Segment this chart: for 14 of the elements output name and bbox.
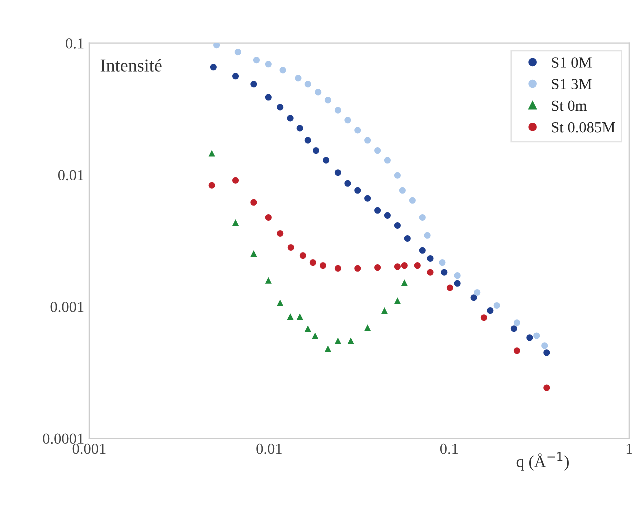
y-tick-label: 0.01 xyxy=(58,170,84,181)
legend-label: S1 0M xyxy=(552,58,592,68)
legend-label: St 0m xyxy=(552,100,587,112)
y-tick-label: 0.001 xyxy=(50,302,84,312)
x-tick-label: 0.01 xyxy=(256,444,282,454)
x-tick-label: 0.1 xyxy=(440,444,458,454)
y-tick-label: 0.1 xyxy=(66,38,84,49)
x-axis-title: q (Å$^{−1}$) xyxy=(516,452,569,471)
legend-label: S1 3M xyxy=(552,79,592,90)
x-tick-label: 1 xyxy=(626,444,632,454)
x-tick-label: 0.001 xyxy=(72,444,106,454)
y-tick-label: 0.0001 xyxy=(43,434,84,444)
legend-label: St 0.085M xyxy=(552,122,616,133)
annotation: Intensité xyxy=(100,59,162,72)
